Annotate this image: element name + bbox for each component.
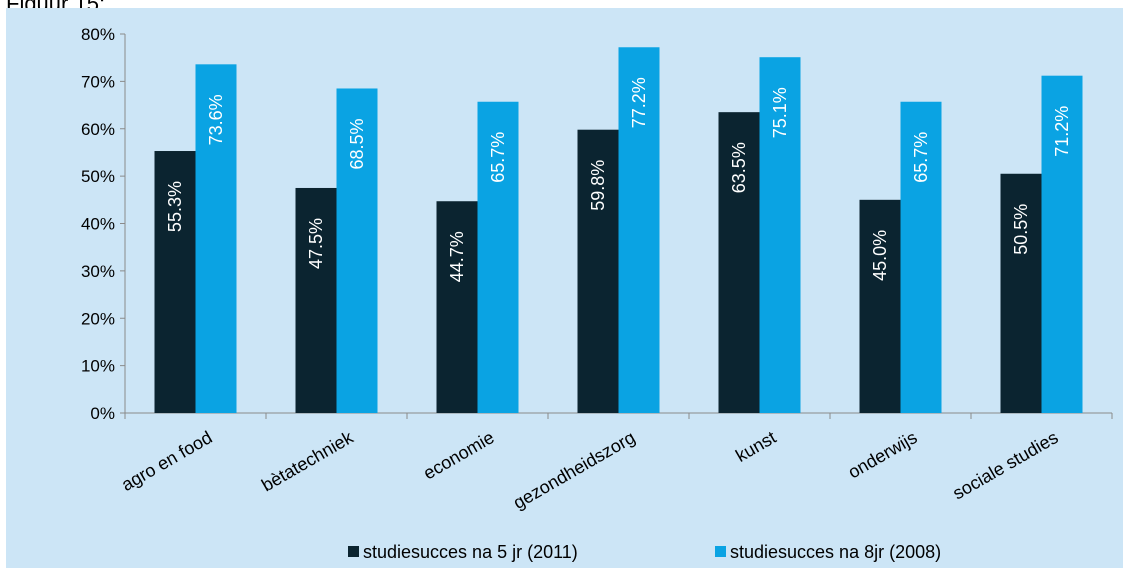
y-tick-label: 40%: [81, 215, 115, 234]
bar: [154, 151, 196, 414]
bar: [436, 201, 478, 413]
y-tick-label: 10%: [81, 357, 115, 376]
data-label: 63.5%: [729, 142, 749, 193]
bar: [900, 101, 942, 413]
legend-label: studiesucces na 5 jr (2011): [363, 542, 578, 562]
bar: [195, 64, 237, 413]
data-label: 44.7%: [447, 231, 467, 282]
bar: [1000, 173, 1042, 413]
x-category-label: economie: [420, 427, 498, 483]
data-label: 75.1%: [770, 87, 790, 138]
data-label: 65.7%: [488, 132, 508, 183]
bar: [336, 88, 378, 413]
bar: [759, 57, 801, 414]
data-label: 59.8%: [588, 160, 608, 211]
x-category-label: onderwijs: [845, 427, 921, 482]
data-label: 71.2%: [1052, 106, 1072, 157]
data-label: 77.2%: [629, 77, 649, 128]
bar: [477, 101, 519, 413]
y-tick-label: 20%: [81, 309, 115, 328]
x-category-label: gezondheidszorg: [510, 427, 639, 513]
bar: [1041, 75, 1083, 413]
bar: [577, 129, 619, 413]
x-category-label: agro en food: [118, 427, 216, 495]
data-label: 47.5%: [306, 218, 326, 269]
y-tick-label: 70%: [81, 72, 115, 91]
bar: [859, 199, 901, 413]
y-tick-label: 0%: [90, 404, 115, 423]
data-label: 65.7%: [911, 132, 931, 183]
data-label: 50.5%: [1011, 204, 1031, 255]
y-tick-label: 80%: [81, 25, 115, 44]
legend-swatch: [715, 546, 726, 557]
bar: [618, 47, 660, 413]
data-label: 68.5%: [347, 118, 367, 169]
data-label: 55.3%: [165, 181, 185, 232]
bar: [295, 187, 337, 413]
legend-label: studiesucces na 8jr (2008): [730, 542, 941, 562]
x-category-label: bètatechniek: [258, 427, 357, 496]
x-category-label: sociale studies: [949, 427, 1061, 503]
y-tick-label: 50%: [81, 167, 115, 186]
y-tick-label: 30%: [81, 262, 115, 281]
y-tick-label: 60%: [81, 120, 115, 139]
x-category-label: kunst: [732, 427, 779, 466]
bar: [718, 112, 760, 413]
data-label: 73.6%: [206, 94, 226, 145]
data-label: 45.0%: [870, 230, 890, 281]
legend-swatch: [348, 546, 359, 557]
